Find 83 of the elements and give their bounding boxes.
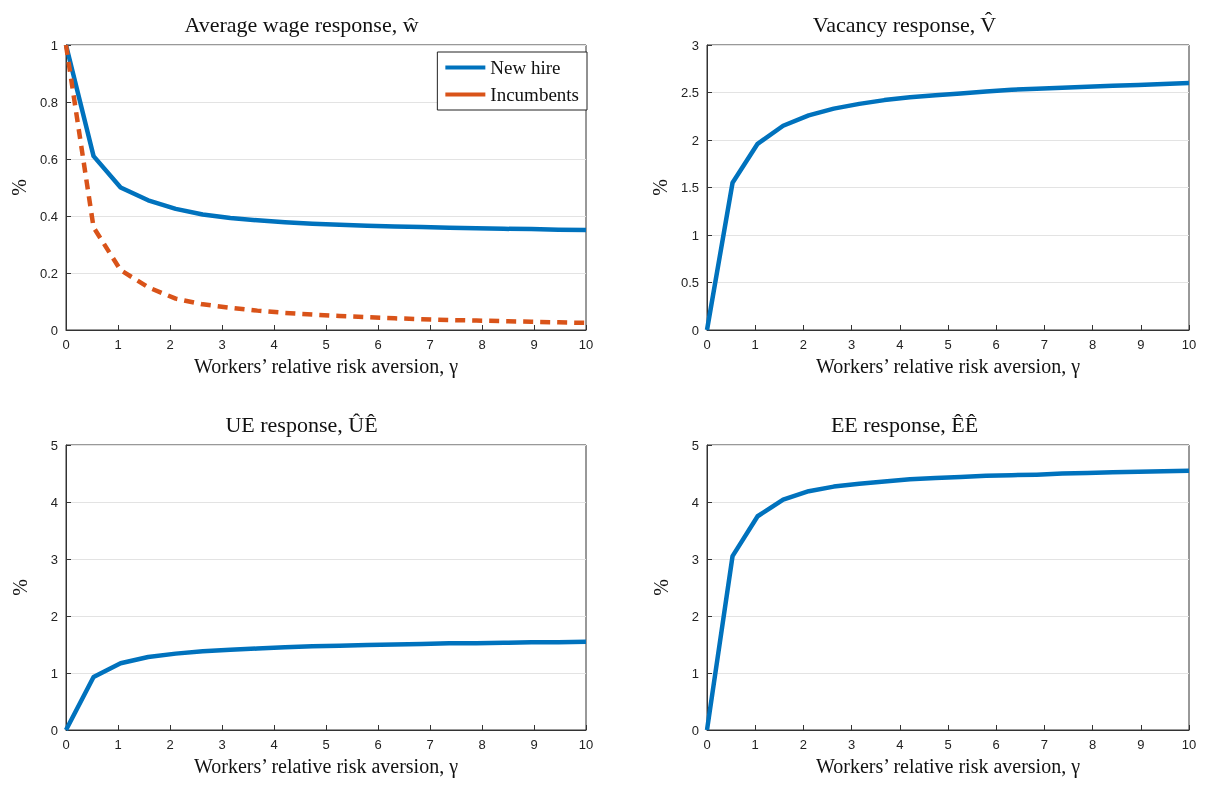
x-tick-label: 7 <box>1040 737 1049 752</box>
x-tick-label: 7 <box>426 337 434 352</box>
y-tick-label: 2.5 <box>680 85 699 100</box>
x-tick-label: 10 <box>1181 737 1197 752</box>
legend-label: Incumbents <box>490 84 580 105</box>
chart-title: EE response, ÊÊ <box>830 411 979 437</box>
y-axis-title: % <box>8 179 31 196</box>
x-tick-label: 6 <box>992 337 1000 352</box>
x-tick-label: 6 <box>374 737 382 752</box>
x-tick-label: 5 <box>322 337 330 352</box>
chart-title: Average wage response, ŵ <box>184 11 419 37</box>
y-tick-label: 1.5 <box>680 180 699 195</box>
x-tick-label: 10 <box>578 737 594 752</box>
x-tick-label: 10 <box>1181 337 1197 352</box>
x-tick-label: 7 <box>426 737 434 752</box>
y-tick-label: 5 <box>691 437 699 453</box>
x-tick-label: 6 <box>374 337 382 352</box>
y-tick-label: 0.5 <box>680 275 699 290</box>
y-tick-label: 1 <box>50 37 58 53</box>
chart-title: UE response, ÛÊ <box>225 411 378 437</box>
x-tick-label: 5 <box>944 737 952 752</box>
y-tick-label: 0 <box>50 722 58 738</box>
y-tick-label: 0 <box>50 322 58 338</box>
x-tick-label: 8 <box>1088 737 1097 752</box>
x-tick-label: 4 <box>896 337 904 352</box>
y-tick-label: 0.2 <box>39 265 58 281</box>
y-tick-label: 0 <box>691 322 699 338</box>
x-tick-label: 1 <box>114 737 122 752</box>
x-tick-label: 3 <box>847 337 856 352</box>
y-tick-label: 0.4 <box>39 208 58 224</box>
x-tick-label: 2 <box>166 337 174 352</box>
y-tick-label: 2 <box>691 132 699 148</box>
x-tick-label: 0 <box>62 337 70 352</box>
y-tick-label: 1 <box>691 227 699 243</box>
y-tick-label: 2 <box>691 608 699 624</box>
x-tick-label: 8 <box>1088 337 1097 352</box>
y-tick-label: 5 <box>50 437 58 453</box>
x-tick-label: 8 <box>478 737 486 752</box>
x-axis-title: Workers’ relative risk aversion, γ <box>194 355 459 378</box>
y-tick-label: 1 <box>50 665 58 681</box>
x-axis-title: Workers’ relative risk aversion, γ <box>816 755 1081 778</box>
x-tick-label: 10 <box>578 337 594 352</box>
x-tick-label: 4 <box>896 737 904 752</box>
y-tick-label: 0 <box>691 722 699 738</box>
x-tick-label: 2 <box>799 337 808 352</box>
x-tick-label: 2 <box>799 737 808 752</box>
y-axis-title: % <box>650 579 672 596</box>
x-tick-label: 0 <box>703 737 711 752</box>
y-tick-label: 4 <box>50 494 58 510</box>
x-tick-label: 5 <box>322 737 330 752</box>
x-tick-label: 1 <box>114 337 122 352</box>
y-tick-label: 4 <box>691 494 699 510</box>
x-tick-label: 9 <box>530 737 538 752</box>
x-tick-label: 3 <box>218 737 226 752</box>
x-tick-label: 9 <box>1137 337 1145 352</box>
x-tick-label: 1 <box>751 337 759 352</box>
x-tick-label: 3 <box>218 337 226 352</box>
x-tick-label: 9 <box>1137 737 1145 752</box>
y-tick-label: 3 <box>691 37 699 53</box>
x-axis-title: Workers’ relative risk aversion, γ <box>816 355 1081 378</box>
x-tick-label: 8 <box>478 337 486 352</box>
x-tick-label: 3 <box>847 737 856 752</box>
chart-title: Vacancy response, V̂ <box>812 11 997 37</box>
y-tick-label: 0.6 <box>39 151 58 167</box>
y-axis-title: % <box>649 179 672 196</box>
x-tick-label: 9 <box>530 337 538 352</box>
x-tick-label: 2 <box>166 737 174 752</box>
x-axis-title: Workers’ relative risk aversion, γ <box>194 755 459 778</box>
y-tick-label: 3 <box>691 551 699 567</box>
y-axis-title: % <box>9 579 31 596</box>
legend-label: New hire <box>490 57 561 78</box>
x-tick-label: 1 <box>751 737 759 752</box>
x-tick-label: 4 <box>270 337 278 352</box>
y-tick-label: 1 <box>691 665 699 681</box>
x-tick-label: 0 <box>62 737 70 752</box>
y-tick-label: 3 <box>50 551 58 567</box>
x-tick-label: 6 <box>992 737 1000 752</box>
x-tick-label: 5 <box>944 337 952 352</box>
x-tick-label: 0 <box>703 337 711 352</box>
x-tick-label: 4 <box>270 737 278 752</box>
x-tick-label: 7 <box>1040 337 1049 352</box>
y-tick-label: 0.8 <box>39 94 58 110</box>
y-tick-label: 2 <box>50 608 58 624</box>
